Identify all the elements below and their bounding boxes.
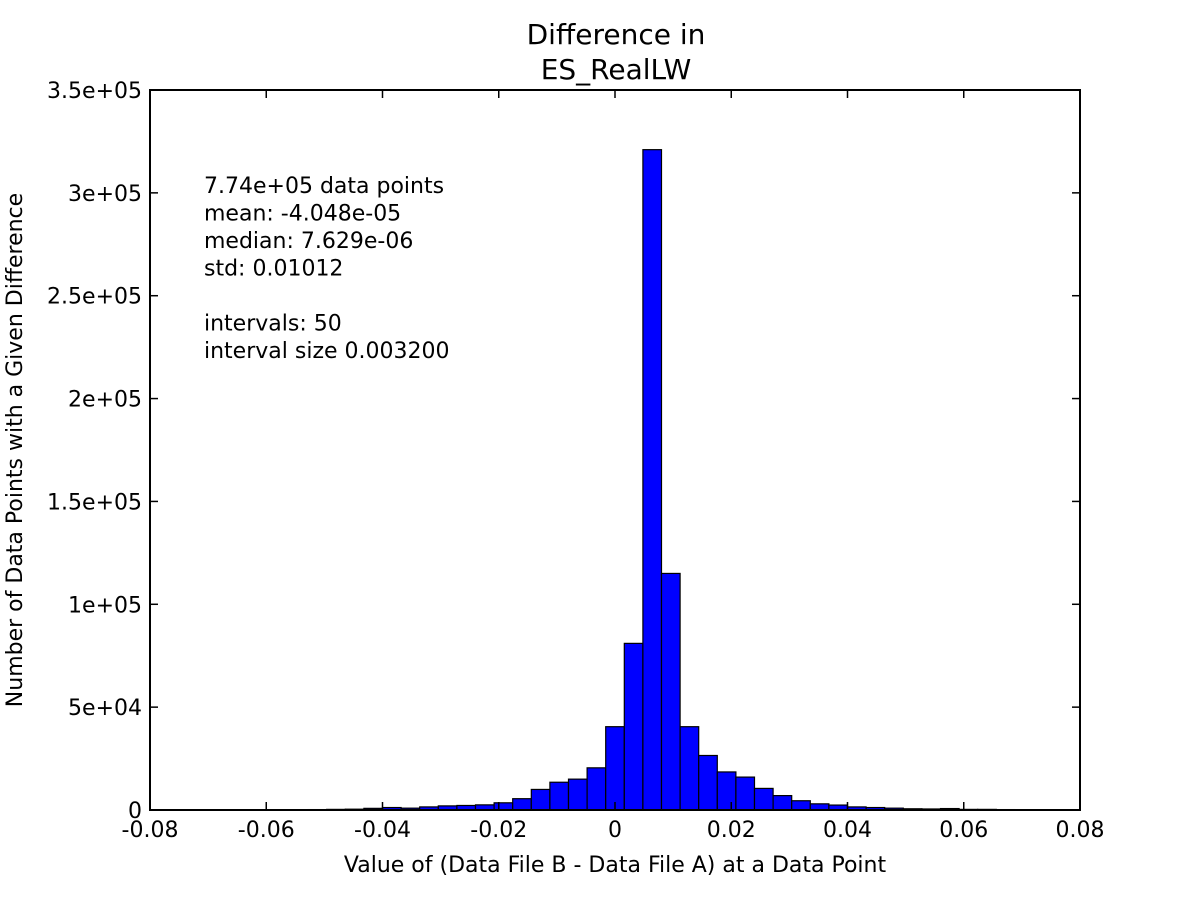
- annotation-line: interval size 0.003200: [204, 339, 450, 364]
- y-tick-label: 3e+05: [68, 182, 142, 207]
- histogram-bar: [605, 726, 625, 811]
- histogram-bar: [716, 771, 737, 811]
- y-tick-label: 1e+05: [68, 593, 142, 618]
- annotation-line: 7.74e+05 data points: [204, 174, 444, 199]
- histogram-bar: [642, 149, 663, 811]
- histogram-bar: [530, 788, 551, 811]
- chart-title-line-2: ES_RealLW: [541, 53, 692, 86]
- x-tick-label: -0.06: [238, 818, 295, 843]
- histogram-bars: [307, 149, 1016, 811]
- x-tick-label: -0.04: [354, 818, 411, 843]
- y-tick-label: 0: [128, 799, 142, 824]
- y-tick-label: 5e+04: [68, 696, 142, 721]
- annotation-line: intervals: 50: [204, 312, 342, 337]
- histogram-bar: [549, 781, 570, 811]
- histogram-bar: [791, 800, 811, 811]
- x-tick-label: -0.02: [470, 818, 527, 843]
- plot-area-frame: [149, 89, 1081, 811]
- x-tick-label: 0.02: [707, 818, 756, 843]
- y-axis-label: Number of Data Points with a Given Diffe…: [3, 193, 28, 707]
- annotation-line: mean: -4.048e-05: [204, 202, 401, 227]
- histogram-bar: [512, 798, 532, 811]
- annotation-line: median: 7.629e-06: [204, 229, 413, 254]
- y-tick-label: 2e+05: [68, 388, 142, 413]
- x-tick-label: -0.08: [122, 818, 179, 843]
- histogram-bar: [493, 802, 514, 811]
- y-tick-label: 2.5e+05: [47, 285, 142, 310]
- x-tick-label: 0.04: [823, 818, 872, 843]
- chart-title-line-1: Difference in: [527, 18, 706, 51]
- x-axis-label: Value of (Data File B - Data File A) at …: [344, 853, 887, 878]
- histogram-bar: [772, 794, 793, 811]
- histogram-bar: [698, 754, 718, 811]
- histogram-bar: [660, 572, 681, 811]
- histogram-bar: [679, 726, 700, 811]
- y-tick-label: 1.5e+05: [47, 490, 142, 515]
- x-tick-label: 0.08: [1056, 818, 1105, 843]
- x-tick-label: 0: [608, 818, 622, 843]
- annotation-line: std: 0.01012: [204, 257, 343, 282]
- histogram-bar: [586, 767, 607, 811]
- histogram-bar: [567, 778, 588, 811]
- histogram-bar: [623, 642, 644, 811]
- histogram-bar: [735, 776, 756, 811]
- axis-ticks: -0.08 -0.06 -0.04 -0.02 0 0.02 0.04 0.06 0.08 0 5e…: [47, 79, 1104, 843]
- y-tick-label: 3.5e+05: [47, 79, 142, 104]
- statistics-annotation: 7.74e+05 data points mean: -4.048e-05medi…: [204, 174, 450, 364]
- x-tick-label: 0.06: [939, 818, 988, 843]
- histogram-bar: [753, 787, 774, 811]
